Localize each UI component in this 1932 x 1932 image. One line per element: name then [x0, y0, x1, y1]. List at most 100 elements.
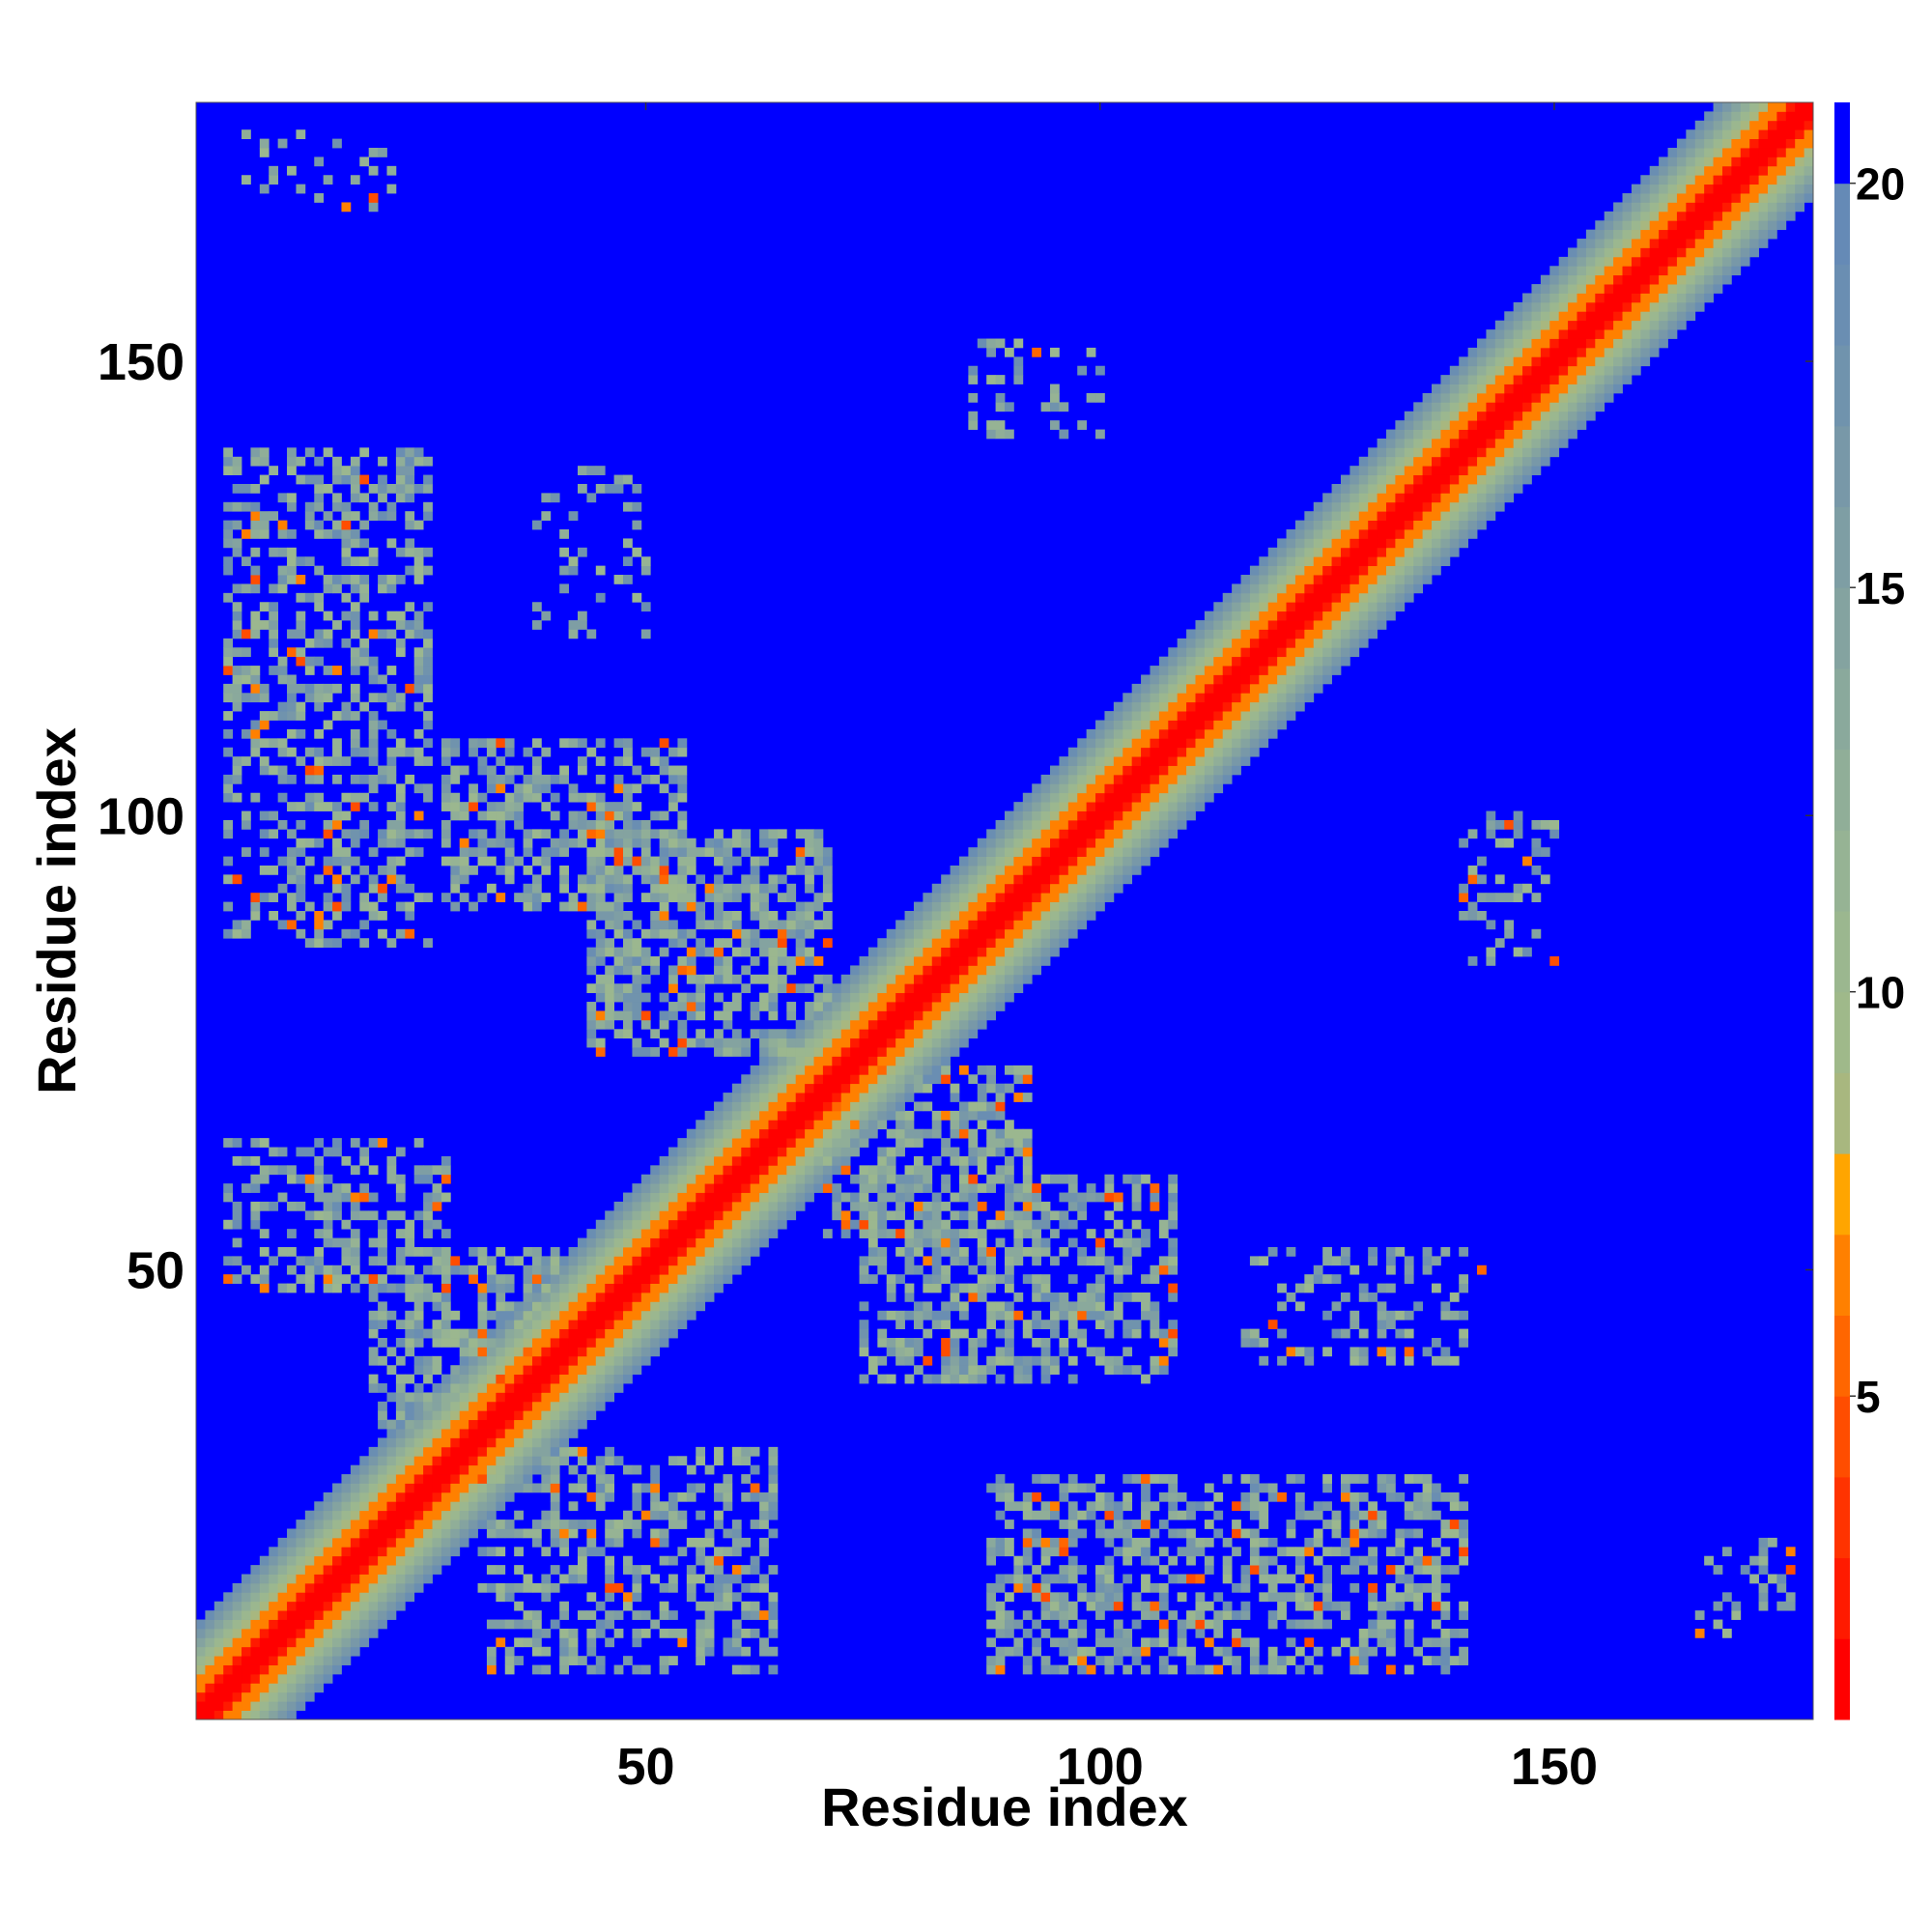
- heatmap-cell: [496, 838, 506, 848]
- heatmap-cell: [632, 1047, 642, 1057]
- heatmap-cell: [213, 1637, 224, 1648]
- heatmap-cell: [941, 1374, 951, 1384]
- heatmap-cell: [332, 847, 342, 857]
- heatmap-cell: [741, 1256, 752, 1266]
- heatmap-cell: [677, 1510, 688, 1520]
- heatmap-cell: [731, 1128, 742, 1139]
- heatmap-cell: [1113, 874, 1123, 885]
- heatmap-cell: [795, 1110, 806, 1121]
- heatmap-cell: [995, 1619, 1006, 1630]
- heatmap-cell: [877, 1056, 888, 1066]
- heatmap-cell: [704, 847, 715, 857]
- heatmap-cell: [640, 1610, 651, 1620]
- heatmap-cell: [877, 1019, 888, 1030]
- heatmap-cell: [1694, 1628, 1705, 1638]
- heatmap-cell: [1368, 1646, 1378, 1657]
- heatmap-cell: [459, 1446, 469, 1457]
- heatmap-cell: [1213, 756, 1224, 766]
- heatmap-cell: [559, 865, 569, 875]
- heatmap-cell: [977, 1256, 987, 1266]
- heatmap-cell: [1067, 1183, 1078, 1193]
- heatmap-cell: [904, 947, 915, 957]
- heatmap-cell: [977, 901, 987, 912]
- heatmap-cell: [777, 983, 787, 994]
- heatmap-cell: [1150, 847, 1160, 857]
- heatmap-cell: [668, 1264, 678, 1275]
- heatmap-cell: [1350, 1528, 1360, 1539]
- heatmap-cell: [1177, 774, 1187, 784]
- heatmap-cell: [904, 1338, 915, 1348]
- heatmap-cell: [550, 1619, 560, 1630]
- heatmap-cell: [995, 1646, 1006, 1657]
- heatmap-cell: [559, 874, 569, 885]
- heatmap-cell: [386, 1582, 397, 1593]
- heatmap-cell: [714, 1010, 724, 1021]
- heatmap-cell: [886, 938, 896, 949]
- heatmap-cell: [223, 819, 234, 830]
- heatmap-cell: [450, 1446, 461, 1457]
- heatmap-cell: [859, 1347, 869, 1357]
- heatmap-cell: [378, 1555, 387, 1566]
- heatmap-cell: [287, 1664, 297, 1675]
- heatmap-cell: [1040, 783, 1051, 794]
- heatmap-cell: [332, 1565, 342, 1575]
- heatmap-cell: [541, 1520, 552, 1529]
- heatmap-cell: [432, 1565, 442, 1575]
- heatmap-cell: [768, 1528, 779, 1539]
- heatmap-cell: [822, 1029, 833, 1039]
- heatmap-cell: [423, 1292, 433, 1302]
- heatmap-cell: [287, 1547, 297, 1557]
- heatmap-cell: [496, 756, 506, 766]
- heatmap-cell: [568, 1483, 579, 1493]
- heatmap-cell: [1277, 1610, 1287, 1620]
- heatmap-cell: [514, 1464, 524, 1475]
- heatmap-cell: [714, 1110, 724, 1121]
- heatmap-cell: [250, 792, 261, 803]
- heatmap-cell: [805, 883, 814, 894]
- heatmap-cell: [304, 1537, 315, 1548]
- heatmap-cell: [1259, 1256, 1269, 1266]
- heatmap-cell: [531, 1528, 542, 1539]
- heatmap-cell: [1005, 956, 1014, 966]
- heatmap-cell: [469, 792, 478, 803]
- heatmap-cell: [523, 1283, 533, 1293]
- heatmap-cell: [696, 983, 706, 994]
- heatmap-cell: [395, 1437, 406, 1448]
- heatmap-cell: [486, 883, 497, 894]
- heatmap-cell: [595, 911, 606, 921]
- heatmap-cell: [1204, 1619, 1214, 1630]
- heatmap-cell: [931, 1264, 942, 1275]
- heatmap-cell: [605, 802, 614, 811]
- heatmap-cell: [968, 920, 979, 930]
- heatmap-cell: [1449, 1501, 1460, 1512]
- heatmap-cell: [577, 1410, 587, 1421]
- heatmap-cell: [523, 1383, 533, 1393]
- heatmap-cell: [332, 1646, 342, 1657]
- heatmap-cell: [1158, 1628, 1169, 1638]
- heatmap-cell: [741, 847, 752, 857]
- heatmap-cell: [314, 792, 325, 803]
- heatmap-cell: [541, 1310, 552, 1321]
- heatmap-cell: [1385, 1664, 1396, 1675]
- heatmap-cell: [1013, 1183, 1024, 1193]
- heatmap-cell: [432, 1437, 442, 1448]
- heatmap-cell: [314, 838, 325, 848]
- heatmap-cell: [731, 1528, 742, 1539]
- heatmap-cell: [759, 1610, 769, 1620]
- heatmap-cell: [1504, 819, 1515, 830]
- heatmap-cell: [242, 1155, 251, 1166]
- heatmap-cell: [805, 1083, 814, 1094]
- heatmap-cell: [1158, 1219, 1169, 1230]
- heatmap-cell: [523, 1292, 533, 1302]
- heatmap-cell: [659, 947, 669, 957]
- heatmap-cell: [504, 1328, 515, 1339]
- heatmap-cell: [223, 1628, 234, 1638]
- heatmap-cell: [368, 1165, 379, 1176]
- heatmap-cell: [723, 1264, 733, 1275]
- heatmap-cell: [1377, 1347, 1387, 1357]
- heatmap-cell: [223, 1664, 234, 1675]
- heatmap-cell: [514, 856, 524, 867]
- heatmap-cell: [250, 1183, 261, 1193]
- heatmap-cell: [514, 1392, 524, 1403]
- heatmap-cell: [768, 1664, 779, 1675]
